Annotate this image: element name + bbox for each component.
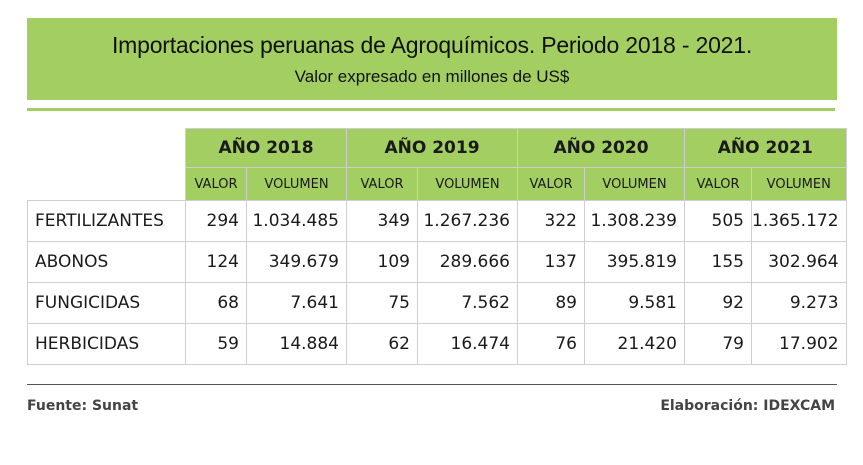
volumen-cell: 14.884 bbox=[246, 323, 347, 365]
valor-cell: 505 bbox=[684, 200, 752, 242]
volumen-cell: 9.581 bbox=[584, 282, 685, 324]
volumen-cell: 395.819 bbox=[584, 241, 685, 283]
column-header-volumen: VOLUMEN bbox=[246, 167, 347, 201]
volumen-cell: 1.308.239 bbox=[584, 200, 685, 242]
valor-cell: 68 bbox=[185, 282, 247, 324]
valor-cell: 124 bbox=[185, 241, 247, 283]
valor-cell: 294 bbox=[185, 200, 247, 242]
column-header-valor: VALOR bbox=[517, 167, 585, 201]
column-header-valor: VALOR bbox=[346, 167, 418, 201]
volumen-cell: 289.666 bbox=[417, 241, 518, 283]
column-header-valor: VALOR bbox=[185, 167, 247, 201]
valor-cell: 62 bbox=[346, 323, 418, 365]
volumen-cell: 302.964 bbox=[751, 241, 847, 283]
volumen-cell: 17.902 bbox=[751, 323, 847, 365]
volumen-cell: 1.267.236 bbox=[417, 200, 518, 242]
source-note: Fuente: Sunat bbox=[27, 398, 139, 414]
column-header-volumen: VOLUMEN bbox=[751, 167, 847, 201]
category-cell: FUNGICIDAS bbox=[27, 282, 186, 324]
valor-cell: 79 bbox=[684, 323, 752, 365]
imports-table: AÑO 2018 AÑO 2019 AÑO 2020 AÑO 2021 VALO… bbox=[27, 128, 847, 365]
table-row: ABONOS 124 349.679 109 289.666 137 395.819 155 3… bbox=[27, 241, 847, 283]
column-header-volumen: VOLUMEN bbox=[584, 167, 685, 201]
credit-note: Elaboración: IDEXCAM bbox=[660, 398, 835, 414]
year-header: AÑO 2021 bbox=[684, 128, 847, 168]
valor-cell: 89 bbox=[517, 282, 585, 324]
volumen-cell: 1.034.485 bbox=[246, 200, 347, 242]
column-header-volumen: VOLUMEN bbox=[417, 167, 518, 201]
table-row: HERBICIDAS 59 14.884 62 16.474 76 21.420 79 17.9… bbox=[27, 323, 847, 365]
volumen-cell: 16.474 bbox=[417, 323, 518, 365]
valor-cell: 137 bbox=[517, 241, 585, 283]
table-row: FUNGICIDAS 68 7.641 75 7.562 89 9.581 92 9.273 bbox=[27, 282, 847, 324]
valor-cell: 155 bbox=[684, 241, 752, 283]
volumen-cell: 7.641 bbox=[246, 282, 347, 324]
category-cell: HERBICIDAS bbox=[27, 323, 186, 365]
title-banner: Importaciones peruanas de Agroquímicos. … bbox=[27, 18, 837, 100]
valor-cell: 349 bbox=[346, 200, 418, 242]
page-subtitle: Valor expresado en millones de US$ bbox=[294, 67, 570, 86]
valor-cell: 76 bbox=[517, 323, 585, 365]
volumen-cell: 1.365.172 bbox=[751, 200, 847, 242]
volumen-cell: 21.420 bbox=[584, 323, 685, 365]
volumen-cell: 7.562 bbox=[417, 282, 518, 324]
year-header: AÑO 2020 bbox=[517, 128, 685, 168]
valor-cell: 109 bbox=[346, 241, 418, 283]
valor-cell: 59 bbox=[185, 323, 247, 365]
valor-cell: 322 bbox=[517, 200, 585, 242]
category-cell: FERTILIZANTES bbox=[27, 200, 186, 242]
year-header: AÑO 2019 bbox=[346, 128, 518, 168]
page-title: Importaciones peruanas de Agroquímicos. … bbox=[111, 32, 753, 58]
table-row: FERTILIZANTES 294 1.034.485 349 1.267.236 322… bbox=[27, 200, 847, 242]
corner-cell bbox=[28, 129, 186, 201]
category-cell: ABONOS bbox=[27, 241, 186, 283]
valor-cell: 92 bbox=[684, 282, 752, 324]
volumen-cell: 9.273 bbox=[751, 282, 847, 324]
year-header: AÑO 2018 bbox=[185, 128, 347, 168]
valor-cell: 75 bbox=[346, 282, 418, 324]
volumen-cell: 349.679 bbox=[246, 241, 347, 283]
footer-divider bbox=[27, 384, 837, 385]
column-header-valor: VALOR bbox=[684, 167, 752, 201]
divider bbox=[27, 108, 835, 111]
